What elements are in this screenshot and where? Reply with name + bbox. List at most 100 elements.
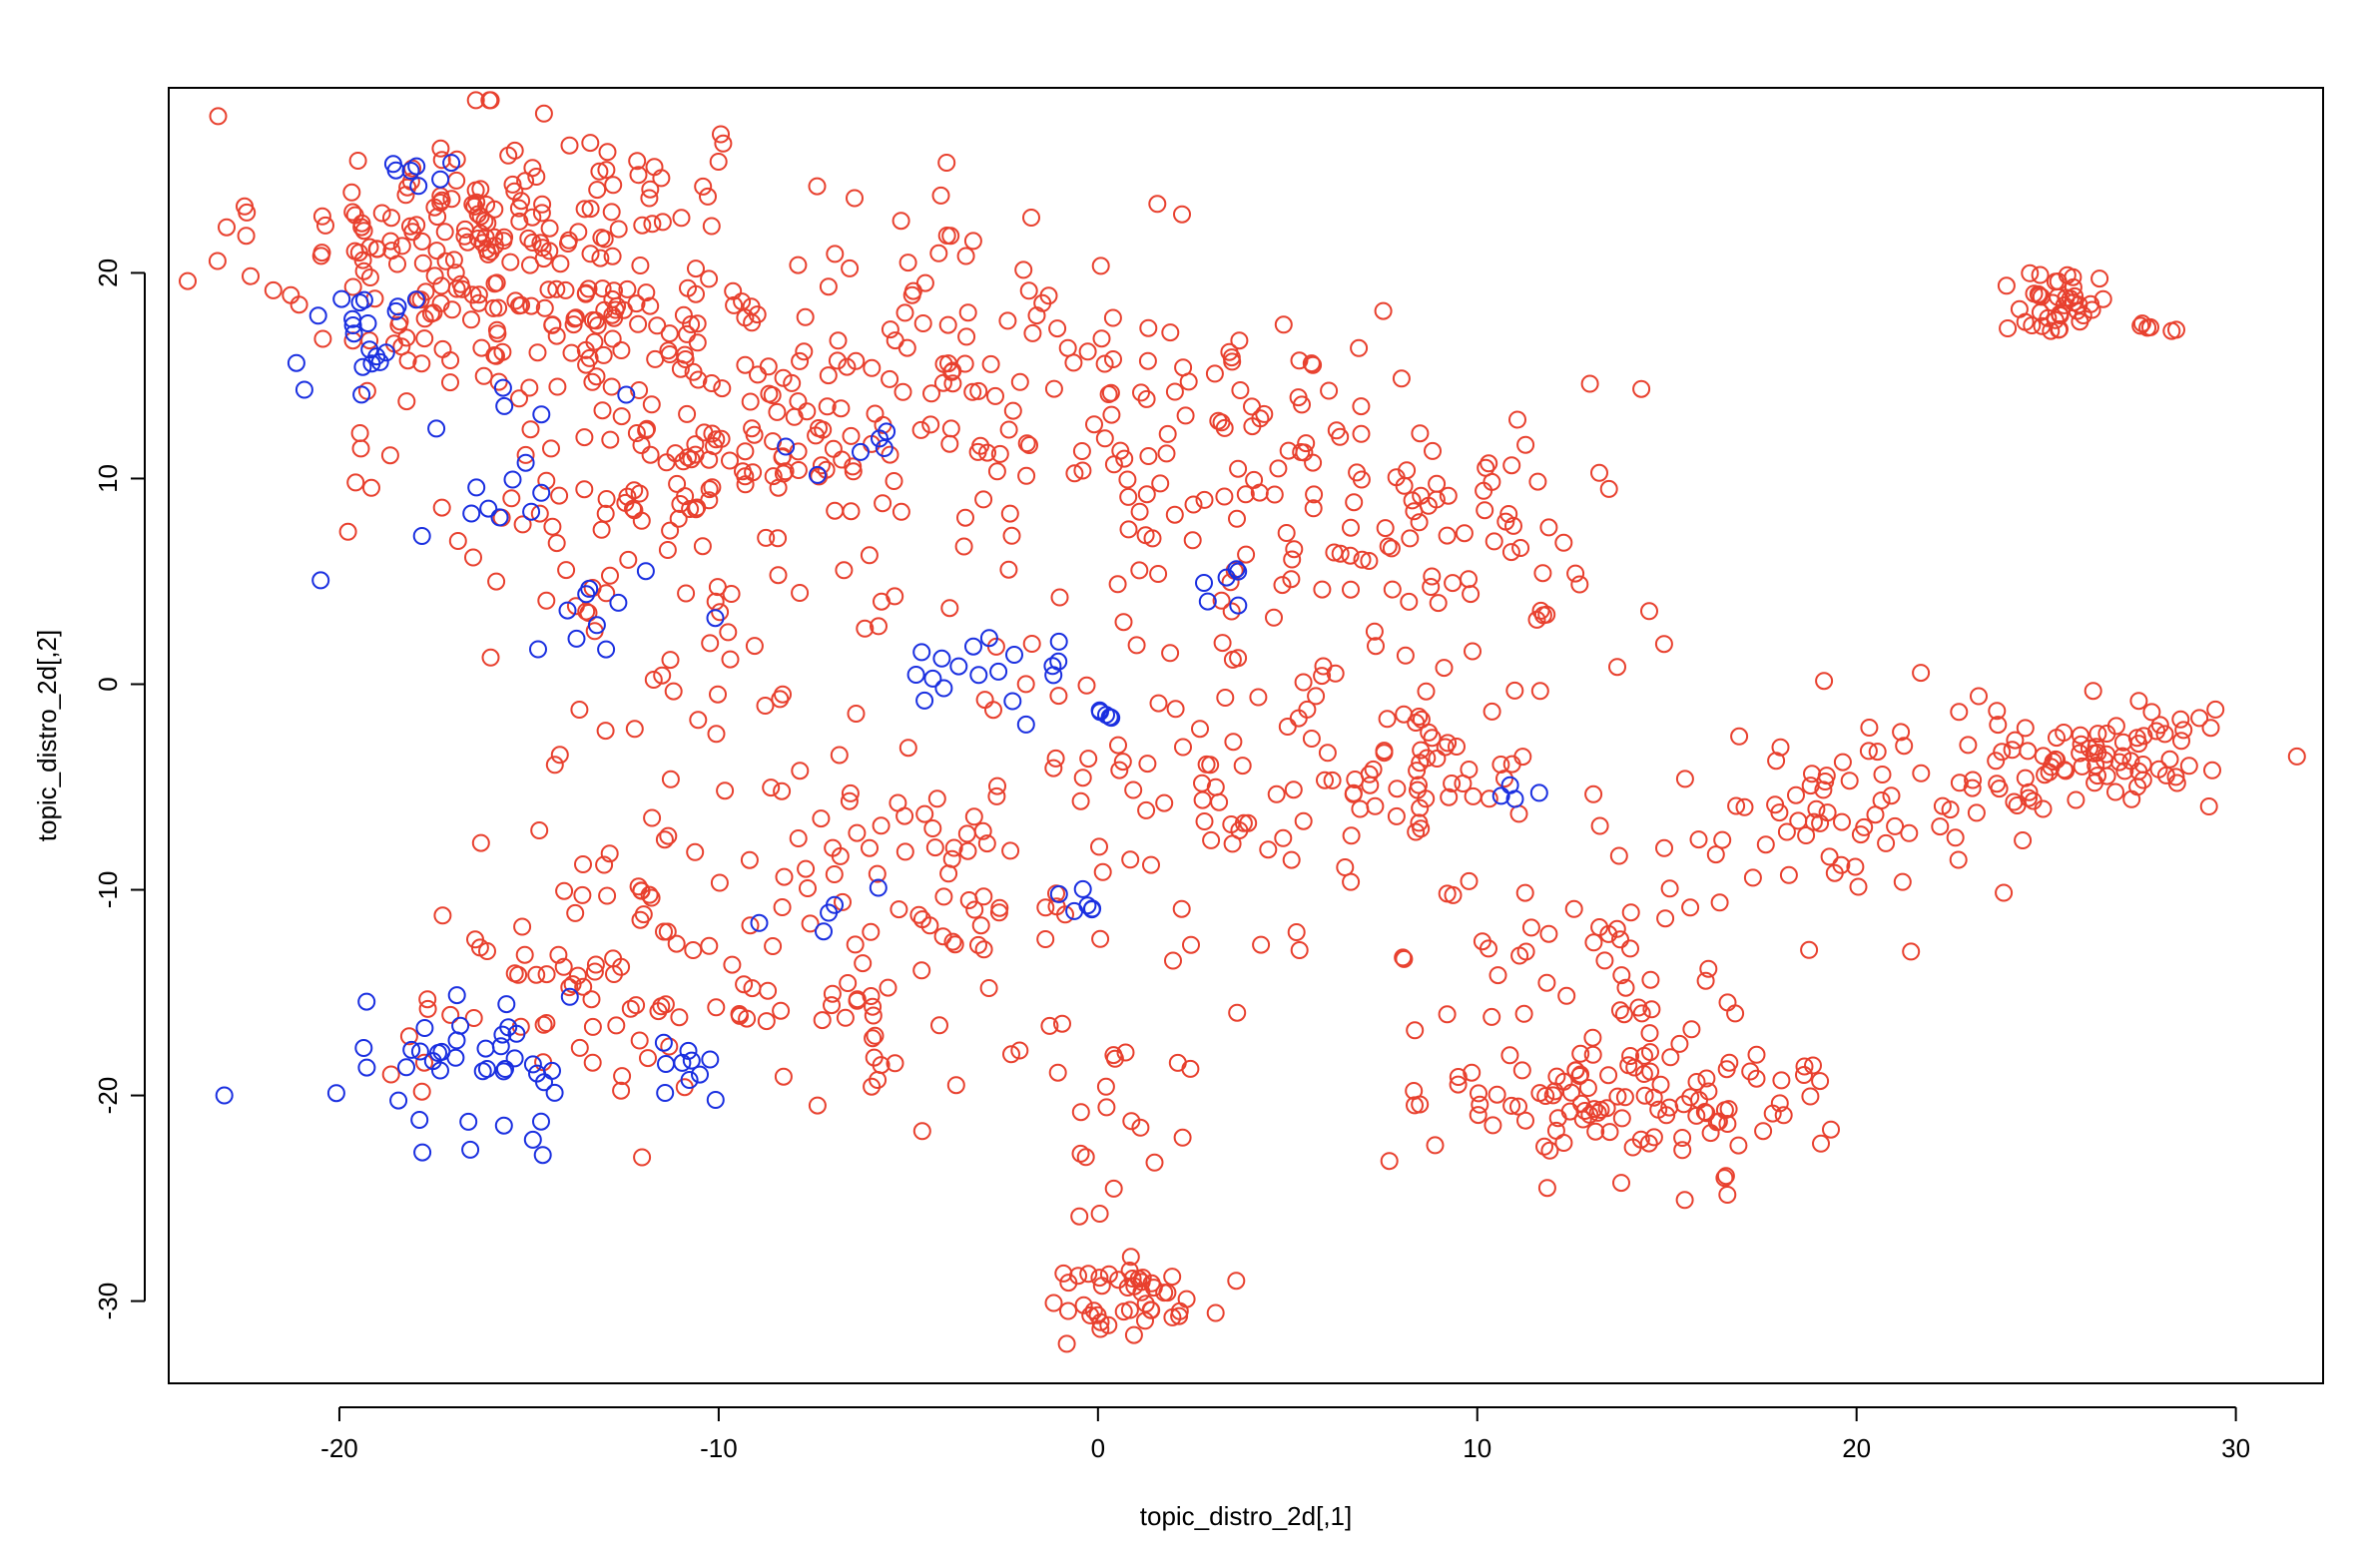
scatter-point bbox=[890, 900, 908, 919]
scatter-point bbox=[627, 424, 646, 442]
scatter-point bbox=[2172, 732, 2190, 751]
scatter-point bbox=[537, 471, 556, 490]
scatter-point bbox=[1967, 803, 1986, 822]
scatter-point bbox=[1543, 1086, 1562, 1105]
scatter-point bbox=[238, 203, 257, 222]
scatter-point bbox=[612, 1081, 631, 1100]
scatter-point bbox=[1687, 1073, 1706, 1091]
scatter-point bbox=[1533, 564, 1552, 583]
x-tick-label: -20 bbox=[320, 1433, 358, 1463]
scatter-point bbox=[1016, 675, 1035, 694]
scatter-point bbox=[839, 974, 858, 992]
scatter-point bbox=[522, 502, 541, 521]
scatter-point bbox=[1151, 474, 1170, 493]
scatter-point bbox=[847, 351, 866, 370]
scatter-point bbox=[412, 527, 431, 545]
scatter-point bbox=[432, 191, 451, 210]
scatter-point bbox=[1351, 799, 1370, 818]
scatter-point bbox=[348, 152, 367, 170]
scatter-point bbox=[557, 561, 576, 580]
scatter-point bbox=[929, 244, 948, 262]
x-tick-label: -10 bbox=[700, 1433, 738, 1463]
scatter-point bbox=[1212, 591, 1231, 610]
scatter-point bbox=[708, 578, 727, 597]
scatter-point bbox=[1142, 855, 1160, 874]
scatter-point bbox=[921, 415, 940, 434]
scatter-point bbox=[1318, 744, 1337, 763]
scatter-point bbox=[503, 175, 522, 194]
scatter-point bbox=[2206, 700, 2225, 719]
scatter-point bbox=[1022, 635, 1041, 653]
scatter-point bbox=[1717, 1060, 1736, 1079]
scatter-point bbox=[1716, 1167, 1735, 1186]
scatter-point bbox=[1912, 764, 1931, 782]
scatter-point bbox=[593, 401, 612, 420]
scatter-point bbox=[1877, 833, 1896, 852]
scatter-point bbox=[1443, 775, 1462, 792]
scatter-point bbox=[1439, 486, 1458, 505]
scatter-point bbox=[733, 292, 752, 311]
scatter-point bbox=[1059, 1274, 1078, 1293]
scatter-point bbox=[436, 252, 455, 270]
scatter-point bbox=[1090, 837, 1108, 856]
scatter-point bbox=[510, 389, 528, 408]
scatter-point bbox=[1392, 369, 1411, 388]
scatter-point bbox=[590, 162, 609, 181]
scatter-point bbox=[413, 254, 432, 272]
scatter-point bbox=[1123, 1270, 1142, 1288]
scatter-point bbox=[895, 842, 914, 861]
scatter-point bbox=[1787, 785, 1805, 804]
scatter-point bbox=[567, 629, 586, 648]
scatter-point bbox=[1641, 1043, 1659, 1062]
scatter-point bbox=[964, 807, 983, 826]
scatter-point bbox=[938, 315, 957, 334]
scatter-point bbox=[666, 444, 685, 463]
scatter-point bbox=[844, 462, 863, 481]
scatter-point bbox=[1073, 879, 1092, 898]
scatter-point bbox=[925, 838, 944, 857]
scatter-point bbox=[1634, 1065, 1653, 1083]
scatter-point bbox=[410, 1111, 429, 1129]
scatter-point bbox=[1078, 342, 1097, 361]
scatter-point bbox=[1122, 1112, 1141, 1131]
scatter-point bbox=[2097, 767, 2116, 785]
scatter-point bbox=[308, 306, 327, 325]
scatter-point bbox=[1423, 567, 1442, 586]
scatter-point bbox=[1388, 780, 1407, 798]
scatter-point bbox=[2025, 284, 2044, 303]
scatter-point bbox=[442, 154, 461, 173]
scatter-point bbox=[979, 629, 998, 648]
scatter-point bbox=[1044, 379, 1063, 398]
scatter-point bbox=[911, 420, 930, 439]
scatter-point bbox=[1071, 791, 1090, 810]
scatter-point bbox=[1287, 923, 1306, 941]
scatter-point bbox=[1353, 550, 1372, 569]
scatter-point bbox=[1846, 857, 1865, 876]
scatter-point bbox=[1376, 519, 1395, 538]
scatter-point bbox=[762, 779, 781, 797]
scatter-point bbox=[736, 475, 755, 494]
scatter-point bbox=[451, 1016, 470, 1035]
scatter-point bbox=[1595, 951, 1614, 970]
scatter-point bbox=[1023, 323, 1042, 342]
scatter-point bbox=[386, 161, 405, 180]
scatter-point bbox=[1701, 1124, 1720, 1143]
scatter-point bbox=[1193, 790, 1212, 809]
scatter-point bbox=[360, 331, 379, 350]
scatter-point bbox=[1537, 973, 1556, 992]
x-tick-label: 30 bbox=[2221, 1433, 2250, 1463]
scatter-point bbox=[1049, 884, 1068, 903]
scatter-point bbox=[714, 134, 733, 153]
scatter-point bbox=[1191, 720, 1209, 739]
scatter-point bbox=[1259, 840, 1278, 859]
scatter-point bbox=[1056, 905, 1074, 924]
scatter-point bbox=[1584, 933, 1603, 952]
scatter-point bbox=[1109, 736, 1127, 755]
scatter-point bbox=[1483, 702, 1501, 721]
scatter-point bbox=[1284, 780, 1303, 799]
scatter-point bbox=[1673, 1141, 1692, 1160]
scatter-point bbox=[1516, 1111, 1534, 1130]
scatter-point bbox=[447, 1031, 466, 1050]
scatter-point bbox=[582, 990, 601, 1009]
